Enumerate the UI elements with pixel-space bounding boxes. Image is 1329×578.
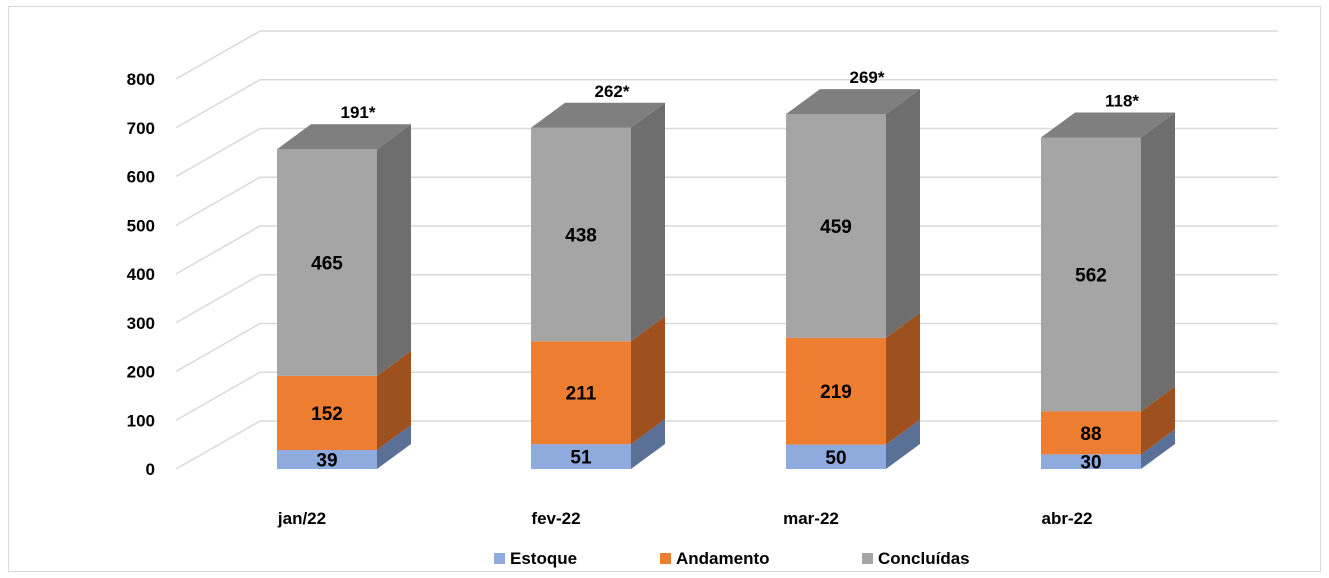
bar-side xyxy=(886,419,920,469)
bar-segment xyxy=(531,341,631,445)
x-tick-label: jan/22 xyxy=(277,509,326,528)
y-axis-ticks: 0 100 200 300 400 500 600 700 800 xyxy=(127,70,155,479)
bar-segment xyxy=(1041,411,1141,455)
bar-side xyxy=(886,89,920,338)
gridline xyxy=(175,79,1278,129)
y-tick-label: 400 xyxy=(127,265,155,284)
legend-swatch xyxy=(494,553,505,564)
bar-segment xyxy=(1041,137,1141,412)
bar-segment xyxy=(531,444,631,469)
x-tick-label: abr-22 xyxy=(1041,509,1092,528)
x-axis-ticks: jan/22 fev-22 mar-22 abr-22 xyxy=(277,509,1093,528)
data-label: 211 xyxy=(566,384,597,405)
bar-stack: 50 219 459 269* xyxy=(786,68,920,469)
total-label: 269* xyxy=(850,68,885,87)
bar-side xyxy=(1141,386,1175,455)
bar-side xyxy=(886,312,920,445)
bar-side xyxy=(631,316,665,445)
bar-stack: 30 88 562 118* xyxy=(1041,92,1175,474)
bar-side xyxy=(377,124,411,376)
bar-segment xyxy=(277,149,377,376)
legend-item: Concluídas xyxy=(862,549,970,568)
x-tick-label: mar-22 xyxy=(783,509,839,528)
bar-side xyxy=(1141,112,1175,412)
data-label: 88 xyxy=(1080,424,1101,445)
bar-segment xyxy=(277,375,377,450)
y-tick-label: 100 xyxy=(127,411,155,430)
bar-side xyxy=(377,350,411,450)
bar-side xyxy=(377,424,411,469)
legend-label: Concluídas xyxy=(878,549,970,568)
bar-segment xyxy=(786,337,886,445)
bar-top xyxy=(786,89,920,115)
data-label: 465 xyxy=(311,254,343,275)
legend-label: Estoque xyxy=(510,549,577,568)
data-label: 30 xyxy=(1080,453,1101,474)
data-label: 459 xyxy=(820,217,852,238)
gridline xyxy=(175,371,1278,421)
bars: 39 152 465 191* 51 211 438 262* 50 219 459 269* 30 88… xyxy=(277,68,1175,474)
total-label: 118* xyxy=(1105,92,1139,111)
data-label: 152 xyxy=(311,404,343,425)
bar-segment xyxy=(786,444,886,469)
gridline xyxy=(175,30,1278,80)
y-tick-label: 600 xyxy=(127,168,155,187)
legend-label: Andamento xyxy=(676,549,770,568)
x-tick-label: fev-22 xyxy=(531,509,580,528)
gridline xyxy=(175,420,1278,470)
data-label: 50 xyxy=(825,448,846,469)
bar-segment xyxy=(786,114,886,338)
gridline xyxy=(175,176,1278,226)
gridline xyxy=(175,322,1278,373)
bar-side xyxy=(1141,429,1175,469)
y-tick-label: 300 xyxy=(127,314,155,333)
y-tick-label: 0 xyxy=(146,460,155,479)
bar-top xyxy=(277,124,411,150)
bar-side xyxy=(631,419,665,469)
legend-item: Andamento xyxy=(660,549,770,568)
gridline xyxy=(175,225,1278,275)
data-label: 438 xyxy=(565,226,597,247)
total-label: 262* xyxy=(595,82,630,101)
legend: Estoque Andamento Concluídas xyxy=(494,549,970,568)
data-label: 39 xyxy=(316,450,337,471)
gridline xyxy=(175,127,1278,178)
gridline xyxy=(175,274,1278,324)
y-tick-label: 500 xyxy=(127,216,155,235)
gridlines xyxy=(175,30,1278,470)
data-label: 562 xyxy=(1075,265,1107,286)
bar-stack: 51 211 438 262* xyxy=(531,82,665,469)
bar-stack: 39 152 465 191* xyxy=(277,103,411,471)
total-label: 191* xyxy=(341,103,376,122)
bar-top xyxy=(1041,112,1175,138)
legend-swatch xyxy=(660,553,671,564)
data-label: 219 xyxy=(820,382,852,403)
legend-swatch xyxy=(862,553,873,564)
bar-side xyxy=(631,102,665,342)
y-tick-label: 800 xyxy=(127,70,155,89)
bar-segment xyxy=(531,127,631,342)
legend-item: Estoque xyxy=(494,549,577,568)
bar-segment xyxy=(1041,454,1141,469)
bar-segment xyxy=(277,449,377,469)
data-label: 51 xyxy=(570,448,592,469)
y-tick-label: 200 xyxy=(127,363,155,382)
y-tick-label: 700 xyxy=(127,119,155,138)
bar-top xyxy=(531,102,665,128)
